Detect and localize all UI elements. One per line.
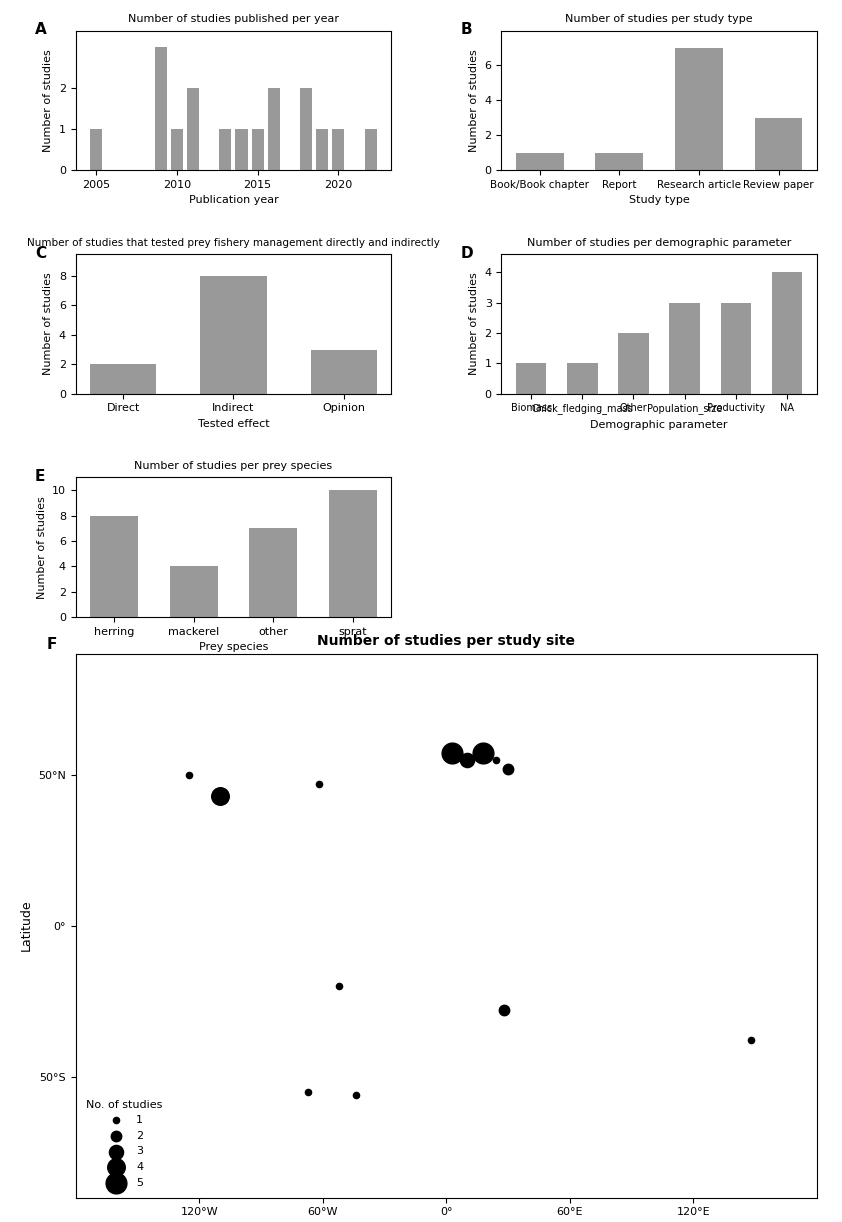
Bar xyxy=(333,130,344,170)
Bar xyxy=(155,46,167,170)
Y-axis label: Number of studies: Number of studies xyxy=(44,49,53,152)
Title: Number of studies that tested prey fishery management directly and indirectly: Number of studies that tested prey fishe… xyxy=(27,237,440,248)
Bar xyxy=(90,516,138,617)
Bar xyxy=(595,153,643,170)
Bar xyxy=(311,349,376,393)
Bar xyxy=(567,363,598,393)
Text: B: B xyxy=(461,22,472,37)
Legend: 1, 2, 3, 4, 5: 1, 2, 3, 4, 5 xyxy=(82,1095,167,1191)
Bar xyxy=(516,363,546,393)
Bar xyxy=(170,566,217,617)
Bar xyxy=(252,130,264,170)
X-axis label: Demographic parameter: Demographic parameter xyxy=(590,420,727,430)
Bar xyxy=(200,276,267,393)
Bar xyxy=(618,332,649,393)
Point xyxy=(501,759,514,778)
Y-axis label: Latitude: Latitude xyxy=(19,899,33,952)
Title: Number of studies published per year: Number of studies published per year xyxy=(128,15,339,24)
Bar xyxy=(669,303,700,393)
Y-axis label: Number of studies: Number of studies xyxy=(44,273,53,375)
X-axis label: Publication year: Publication year xyxy=(189,196,279,205)
Bar xyxy=(329,490,376,617)
Bar xyxy=(721,303,751,393)
Text: A: A xyxy=(35,22,46,37)
Bar xyxy=(187,88,199,170)
Point xyxy=(333,976,346,996)
Text: C: C xyxy=(35,246,46,260)
Y-axis label: Number of studies: Number of studies xyxy=(469,273,479,375)
Bar xyxy=(249,528,297,617)
Bar xyxy=(300,88,312,170)
Point xyxy=(213,786,226,805)
Y-axis label: Number of studies: Number of studies xyxy=(36,496,46,599)
Point xyxy=(477,744,490,764)
Bar xyxy=(236,130,248,170)
Bar xyxy=(772,273,802,393)
X-axis label: Tested effect: Tested effect xyxy=(198,419,269,429)
Point xyxy=(497,1001,510,1020)
Title: Number of studies per demographic parameter: Number of studies per demographic parame… xyxy=(527,237,791,248)
Point xyxy=(301,1081,315,1101)
Point xyxy=(312,774,325,793)
Text: E: E xyxy=(35,469,45,484)
Point xyxy=(182,765,195,785)
Bar xyxy=(268,88,280,170)
Title: Number of studies per study type: Number of studies per study type xyxy=(565,15,753,24)
Text: F: F xyxy=(46,638,56,653)
Y-axis label: Number of studies: Number of studies xyxy=(469,49,479,152)
Point xyxy=(445,744,459,764)
Bar xyxy=(516,153,563,170)
Title: Number of studies per study site: Number of studies per study site xyxy=(317,634,575,649)
Text: D: D xyxy=(461,246,473,260)
Point xyxy=(349,1085,362,1105)
Bar xyxy=(90,364,157,393)
Bar xyxy=(754,117,802,170)
X-axis label: Study type: Study type xyxy=(629,196,690,205)
X-axis label: Prey species: Prey species xyxy=(199,643,268,653)
Bar xyxy=(675,48,722,170)
Point xyxy=(460,750,473,770)
Bar xyxy=(90,130,102,170)
Point xyxy=(744,1030,758,1050)
Bar xyxy=(219,130,232,170)
Point xyxy=(489,750,503,770)
Bar xyxy=(317,130,328,170)
Bar xyxy=(365,130,376,170)
Title: Number of studies per prey species: Number of studies per prey species xyxy=(135,461,333,472)
Bar xyxy=(171,130,183,170)
